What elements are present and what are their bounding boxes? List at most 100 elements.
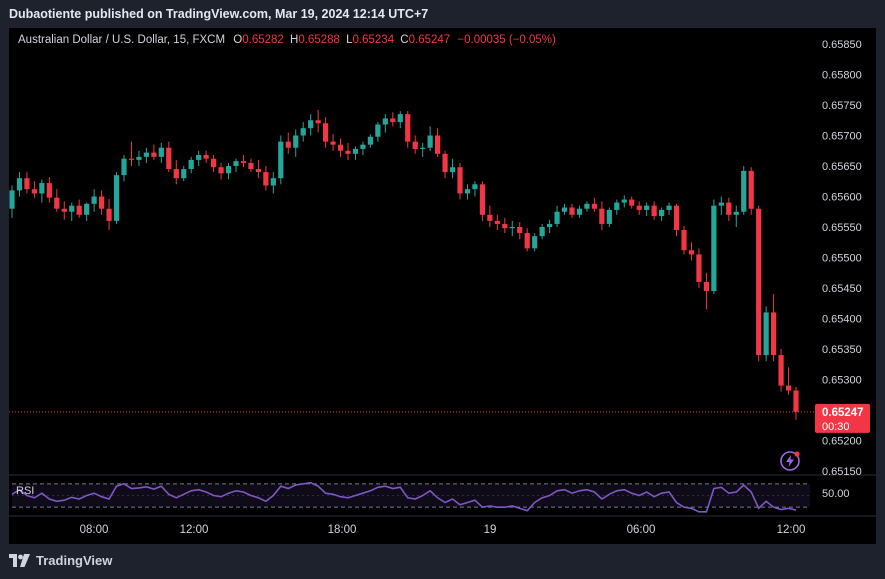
candle-body [337, 144, 344, 151]
candle-body [599, 208, 605, 224]
time-tick-label: 08:00 [80, 524, 109, 536]
candle-body [158, 147, 164, 157]
candle-body [397, 114, 403, 123]
candle-body [494, 220, 500, 224]
price-tick-label: 0.65800 [822, 70, 862, 82]
candle-body [113, 175, 120, 221]
candle-body [718, 202, 724, 206]
candle-body [181, 169, 187, 179]
candle-body [315, 120, 321, 124]
candle-body [330, 141, 336, 145]
time-tick-label: 18:00 [328, 524, 357, 536]
symbol-title: Australian Dollar / U.S. Dollar, 15, FXC… [18, 34, 226, 46]
candle-body [46, 183, 52, 198]
candle-body [382, 118, 388, 125]
candle-body [606, 209, 612, 224]
last-price-value: 0.65247 [822, 407, 864, 419]
candle-body [472, 184, 478, 190]
high-value: 0.65288 [298, 34, 340, 46]
candle-body [412, 141, 418, 149]
candle-body [785, 385, 792, 391]
candle-body [561, 207, 568, 212]
candle-body [99, 196, 105, 209]
candle-body [442, 153, 448, 173]
price-tick-label: 0.65150 [822, 466, 862, 478]
price-tick-label: 0.65200 [822, 436, 862, 448]
footer-bar [0, 544, 885, 579]
candle-body [196, 155, 202, 160]
countdown-timer: 00:30 [822, 421, 850, 433]
last-price-badge [815, 403, 870, 433]
candle-body [756, 208, 762, 356]
candle-body [696, 254, 702, 282]
candle-body [659, 209, 665, 217]
candle-body [703, 281, 709, 292]
price-tick-label: 0.65750 [822, 100, 862, 112]
lightning-icon[interactable] [779, 450, 801, 472]
candle-body [539, 227, 545, 237]
candle-body [584, 203, 590, 209]
candle-body [748, 170, 754, 209]
candle-body [629, 199, 635, 206]
tradingview-logo[interactable]: TradingView [9, 553, 112, 568]
candle-body [173, 169, 179, 179]
candle-body [449, 167, 456, 173]
candle-body [278, 141, 284, 179]
candle-body [517, 227, 523, 234]
candle-body [733, 211, 739, 215]
price-tick-label: 0.65400 [822, 314, 862, 326]
candle-body [509, 227, 515, 229]
time-tick-label: 19 [484, 524, 497, 536]
candle-body [16, 178, 23, 191]
candle-body [240, 161, 247, 163]
candle-body [203, 155, 209, 159]
candle-body [375, 124, 381, 137]
candle-body [166, 147, 172, 170]
price-tick-label: 0.65450 [822, 283, 862, 295]
candle-body [763, 312, 769, 356]
candle-body [547, 223, 553, 227]
candle-body [390, 118, 396, 123]
candle-body [502, 223, 508, 229]
candle-body [352, 148, 359, 154]
open-value: 0.65282 [242, 34, 284, 46]
candle-body [569, 207, 575, 215]
candle-body [300, 128, 306, 136]
price-tick-label: 0.65350 [822, 344, 862, 356]
candle-body [420, 147, 426, 149]
tradingview-logo-icon [9, 554, 30, 567]
rsi-level-label: 50.00 [822, 488, 850, 500]
candle-body [435, 135, 441, 154]
time-tick-label: 12:00 [180, 524, 209, 536]
candle-body [136, 156, 142, 160]
candle-body [741, 170, 747, 212]
chart-area[interactable] [9, 28, 876, 544]
candle-body [479, 184, 485, 215]
price-tick-label: 0.65700 [822, 131, 862, 143]
symbol-legend: Australian Dollar / U.S. Dollar, 15, FXC… [18, 34, 556, 46]
time-tick-label: 12:00 [777, 524, 806, 536]
candle-body [39, 183, 45, 194]
publish-header: Dubaotiente published on TradingView.com… [0, 0, 885, 28]
candle-body [681, 230, 687, 251]
candle-body [121, 158, 127, 176]
candle-body [9, 190, 15, 209]
candle-body [621, 199, 627, 203]
close-value: 0.65247 [408, 34, 451, 46]
candle-body [84, 203, 90, 215]
candle-body [427, 135, 433, 148]
publish-info: Dubaotiente published on TradingView.com… [9, 7, 429, 21]
candle-body [308, 120, 314, 129]
candle-body [54, 197, 60, 209]
brand-name: TradingView [36, 553, 113, 568]
price-change: −0.00035 (−0.05%) [457, 34, 556, 46]
candle-body [285, 141, 291, 148]
candle-body [532, 236, 538, 249]
candle-body [24, 178, 30, 190]
candle-body [61, 208, 67, 212]
candle-body [263, 172, 269, 186]
price-tick-label: 0.65850 [822, 39, 862, 51]
close-label: C [400, 34, 409, 46]
price-tick-label: 0.65550 [822, 222, 862, 234]
